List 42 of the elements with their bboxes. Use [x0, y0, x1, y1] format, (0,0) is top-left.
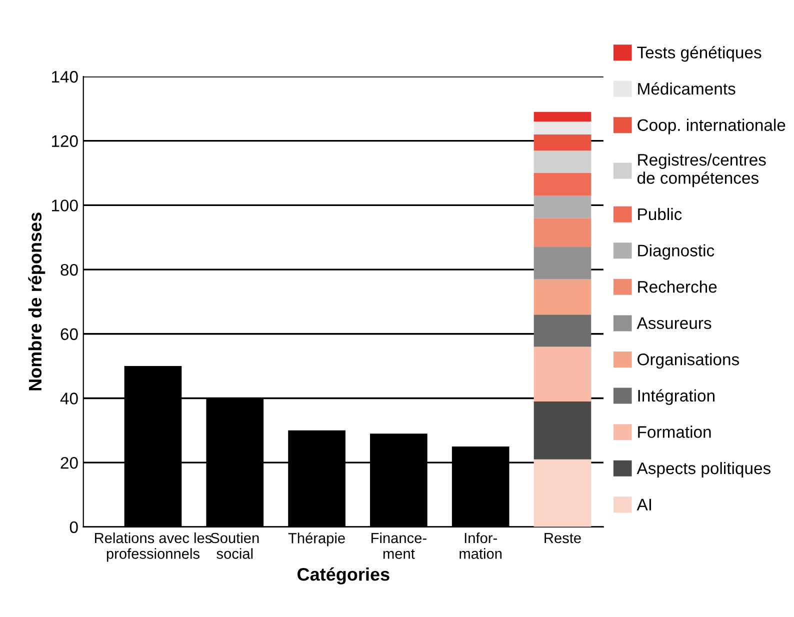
bar [534, 218, 592, 248]
bar [534, 346, 592, 402]
legend-label: Tests génétiques [637, 46, 762, 62]
y-tick-label: 80 [60, 264, 78, 276]
bar [534, 459, 592, 527]
y-tick-label: 20 [60, 456, 78, 469]
legend-label: Registres/centres de compétences [637, 153, 766, 188]
x-tick-label: Thérapie [288, 532, 345, 546]
y-tick-label: 40 [60, 392, 78, 404]
bar [534, 279, 592, 315]
bar [534, 401, 592, 460]
legend-label: Assureurs [636, 317, 712, 330]
x-tick-label: Infor- mation [460, 532, 502, 559]
bar [534, 134, 592, 151]
y-axis-title: Nombre de réponses [28, 212, 46, 390]
x-axis-title: Catégories [297, 567, 390, 584]
y-tick-label: 60 [60, 328, 78, 340]
bar [534, 150, 592, 174]
bar [534, 173, 592, 196]
legend-label: Public [638, 208, 682, 220]
legend-label: Formation [638, 426, 711, 438]
y-tick-label: 0 [70, 521, 78, 534]
x-tick-label: Soutien social [210, 532, 259, 559]
bar [534, 247, 592, 280]
legend-label: Médicaments [638, 82, 736, 95]
legend-label: AI [636, 498, 651, 510]
y-tick-label: 120 [52, 135, 78, 148]
legend-label: Intégration [638, 389, 714, 405]
bar [534, 122, 592, 134]
bar [534, 314, 592, 347]
x-tick-label: Relations avec les professionnels [95, 532, 212, 562]
y-tick-label: 140 [52, 70, 78, 83]
legend-label: Diagnostic [638, 244, 714, 260]
legend-label: Organisations [638, 353, 740, 369]
bar [534, 112, 592, 122]
y-tick-label: 100 [52, 200, 78, 212]
bar [534, 196, 592, 218]
x-tick-label: Reste [544, 533, 581, 544]
legend-label: Aspects politiques [636, 462, 771, 478]
legend-label: Coop. internationale [638, 118, 786, 134]
x-tick-label: Finance- ment [372, 532, 426, 559]
legend-label: Recherche [638, 280, 717, 293]
